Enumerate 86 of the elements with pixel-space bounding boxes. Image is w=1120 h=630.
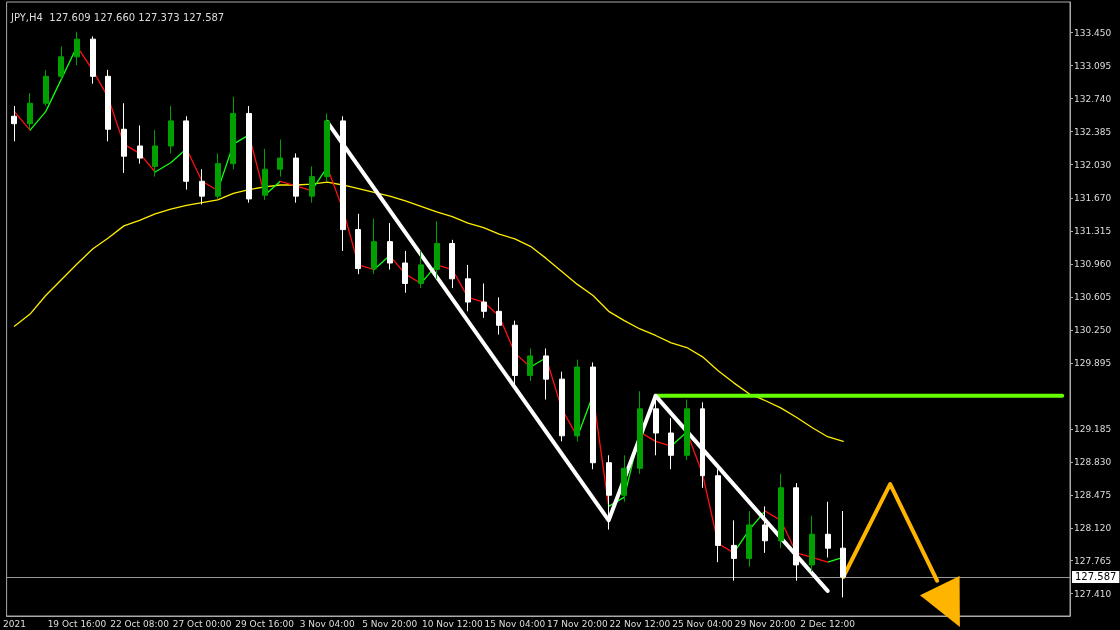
candlestick (309, 165, 315, 204)
y-tick-label: 132.385 (1074, 126, 1112, 137)
candlestick (74, 31, 80, 66)
candlestick (481, 282, 487, 319)
candlestick (105, 69, 111, 142)
y-tick-label: 128.830 (1074, 456, 1112, 467)
candlestick (371, 217, 377, 275)
candlestick (434, 220, 440, 280)
y-tick-label: 131.670 (1074, 193, 1112, 203)
candlestick (293, 152, 299, 204)
candlestick (793, 482, 799, 582)
x-tick-label: 17 Nov 20:00 (547, 618, 608, 629)
y-tick-label: 129.895 (1074, 357, 1112, 368)
x-tick-label: 2021 (2, 618, 26, 629)
x-tick-label: 19 Oct 16:00 (47, 618, 107, 629)
candlestick (168, 105, 174, 154)
candlestick (543, 347, 549, 401)
candlestick (809, 515, 815, 572)
candlestick (465, 264, 471, 312)
y-tick-label: 127.765 (1074, 555, 1112, 566)
candlestick (668, 417, 674, 470)
x-tick-label: 25 Nov 04:00 (672, 618, 734, 629)
candlestick (840, 510, 846, 598)
candlestick (496, 296, 502, 336)
y-tick-label: 131.315 (1074, 225, 1112, 236)
candlestick (215, 152, 221, 200)
x-tick-label: 2 Dec 12:00 (800, 618, 856, 629)
candlestick (152, 129, 158, 178)
candlestick (43, 69, 49, 107)
candlestick (183, 115, 189, 191)
y-tick-label: 132.030 (1074, 159, 1112, 170)
candlestick (512, 320, 518, 387)
candlestick (731, 519, 737, 582)
candlestick (684, 399, 690, 461)
candlestick (230, 96, 236, 170)
candlestick (449, 239, 455, 289)
text: JPY,H4 127.609 127.660 127.373 127.587 (10, 11, 225, 23)
x-tick-label: 15 Nov 04:00 (484, 618, 546, 629)
candlestick (527, 347, 533, 382)
x-tick-label: 29 Nov 20:00 (734, 618, 796, 629)
x-tick-label: 29 Oct 16:00 (235, 618, 295, 629)
y-tick-label: 129.185 (1074, 423, 1112, 434)
candlestick (574, 359, 580, 442)
candlestick (590, 361, 596, 470)
y-tick-label: 128.475 (1074, 489, 1112, 500)
candlestick (700, 401, 705, 489)
candlestick (11, 105, 17, 142)
ref-line-label: 127.587 (1075, 571, 1117, 583)
candlestick (90, 35, 96, 85)
candlestick (778, 473, 784, 549)
y-tick-label: 133.450 (1074, 27, 1112, 38)
x-tick-label: 22 Nov 12:00 (609, 618, 671, 629)
line-series (13, 181, 844, 443)
x-tick-label: 22 Oct 08:00 (110, 618, 170, 629)
y-tick-label: 127.410 (1074, 588, 1112, 599)
candlestick (762, 505, 768, 554)
candlestick (199, 168, 205, 205)
y-tick-label: 130.960 (1074, 258, 1112, 269)
x-tick-label: 10 Nov 12:00 (421, 618, 483, 629)
candlestick (637, 390, 643, 475)
candlestick (27, 92, 33, 130)
x-tick-label: 3 Nov 04:00 (299, 618, 355, 629)
candlestick (387, 222, 393, 271)
candlestick (418, 250, 424, 289)
candlestick (262, 148, 268, 201)
candlestick (277, 138, 283, 178)
candlestick (246, 105, 252, 204)
candlestick (559, 371, 565, 442)
y-tick-label: 132.740 (1074, 93, 1112, 104)
candlestick (715, 468, 721, 563)
x-tick-label: 27 Oct 00:00 (172, 618, 232, 629)
y-tick-label: 130.250 (1074, 324, 1112, 335)
y-tick-label: 133.095 (1074, 60, 1112, 71)
candlestick (746, 510, 752, 568)
candlestick (58, 46, 64, 80)
candlestick (324, 112, 330, 182)
y-tick-label: 130.605 (1074, 291, 1112, 302)
candlestick (137, 125, 143, 165)
candlestick (621, 454, 627, 503)
x-tick-label: 5 Nov 20:00 (362, 618, 418, 629)
candlestick (402, 250, 408, 294)
y-tick-label: 128.120 (1074, 522, 1112, 533)
candlestick (121, 102, 127, 174)
candlestick (825, 501, 831, 558)
candlestick (355, 213, 361, 275)
candlestick (606, 454, 612, 531)
